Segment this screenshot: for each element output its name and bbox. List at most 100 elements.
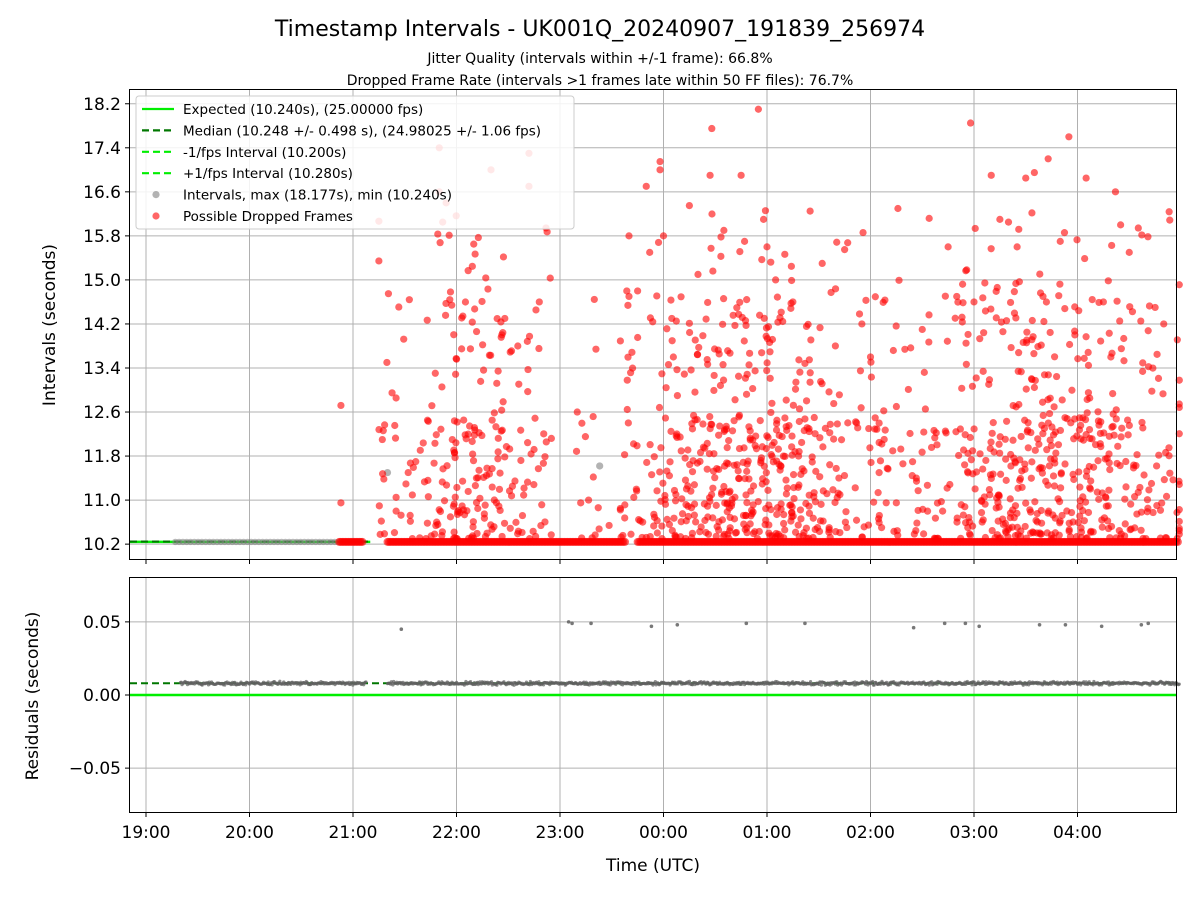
dropped-frame-point <box>1049 472 1058 480</box>
dropped-frame-point <box>383 358 391 367</box>
dropped-frame-point <box>423 316 431 324</box>
dropped-frame-point <box>468 318 476 326</box>
dropped-frame-point <box>807 336 815 344</box>
dropped-frame-point <box>796 506 805 514</box>
dropped-frame-point <box>1016 476 1024 484</box>
dropped-frame-point <box>1124 416 1132 424</box>
dropped-frame-point <box>1094 408 1102 416</box>
dropped-frame-point <box>971 224 979 233</box>
dropped-frame-point <box>803 424 811 432</box>
dropped-frame-point <box>892 402 900 411</box>
dropped-frame-point <box>707 244 715 252</box>
dropped-frame-point <box>1134 224 1142 232</box>
dropped-frame-point <box>980 493 988 501</box>
dropped-frame-point <box>453 483 461 492</box>
dropped-frame-point <box>851 484 859 492</box>
dropped-frame-point <box>438 528 447 536</box>
intervals-y-axis-label: Intervals (seconds) <box>40 244 60 406</box>
dropped-frame-point <box>979 465 987 473</box>
dropped-frame-point <box>715 431 723 439</box>
dropped-frame-point <box>899 460 907 468</box>
dropped-frame-point <box>630 493 638 501</box>
dropped-frame-point <box>953 292 961 301</box>
dropped-frame-point <box>762 469 770 477</box>
dropped-frame-point <box>959 511 967 519</box>
dropped-frame-point <box>665 472 674 480</box>
dropped-frame-point <box>404 468 412 477</box>
dropped-frame-point <box>764 323 773 331</box>
residual-outlier-point <box>570 621 574 626</box>
dropped-frame-point <box>595 525 603 533</box>
intervals-axes-frame <box>129 89 1177 560</box>
y-tick-label: 13.4 <box>83 359 121 379</box>
dropped-frame-point <box>1015 349 1023 357</box>
dropped-frame-point <box>471 482 479 490</box>
dropped-frame-point <box>1162 492 1171 500</box>
dropped-frame-point <box>966 531 974 539</box>
dropped-frame-point <box>740 444 748 452</box>
dropped-frame-point <box>1022 534 1030 542</box>
dropped-frame-point <box>620 451 629 459</box>
dropped-frame-point <box>1095 495 1103 503</box>
dropped-frame-point <box>1058 396 1066 404</box>
dropped-frame-point <box>474 474 482 482</box>
dropped-frame-point <box>524 439 532 447</box>
dropped-frame-point <box>768 399 776 407</box>
dropped-frame-point <box>723 443 731 452</box>
dropped-frame-point <box>735 413 743 421</box>
dropped-frame-point <box>781 414 789 422</box>
dropped-frame-point <box>500 519 509 527</box>
dropped-frame-point <box>758 349 766 357</box>
dropped-frame-point <box>690 481 698 489</box>
dropped-frame-point <box>1104 517 1112 525</box>
dropped-frame-point <box>766 374 774 382</box>
dropped-frame-point <box>714 526 723 534</box>
dropped-frame-point <box>1117 433 1125 441</box>
dropped-frame-point <box>377 517 385 525</box>
dropped-frame-point <box>470 240 478 248</box>
residual-outlier-point <box>911 625 916 630</box>
dropped-frame-point <box>979 516 987 524</box>
dropped-frame-point <box>428 402 436 410</box>
dropped-frame-point <box>890 527 898 535</box>
dropped-frame-point <box>819 443 827 451</box>
dropped-frame-point <box>789 471 798 479</box>
dropped-frame-point <box>416 446 424 454</box>
dropped-frame-point <box>985 376 994 384</box>
dropped-frame-point <box>977 508 986 517</box>
dropped-frame-point <box>520 491 528 499</box>
dropped-frame-point <box>993 283 1001 292</box>
dropped-frame-point <box>745 361 753 369</box>
dropped-frame-point <box>1175 477 1183 485</box>
dropped-frame-point <box>719 295 728 303</box>
dropped-frame-point <box>1069 518 1077 526</box>
dropped-frame-point <box>716 422 724 430</box>
dropped-frame-point <box>688 529 697 537</box>
dropped-frame-point <box>971 485 979 493</box>
dropped-frame-point <box>731 493 739 501</box>
dropped-frame-point <box>817 500 825 508</box>
dropped-frame-point <box>434 230 442 238</box>
dropped-frame-point <box>667 427 675 435</box>
dropped-frame-point <box>709 267 717 275</box>
dropped-frame-point <box>431 530 439 538</box>
dropped-frame-point <box>466 345 475 353</box>
dropped-frame-point <box>1027 375 1036 383</box>
dropped-frame-point <box>468 437 476 446</box>
dropped-frame-point <box>1085 425 1094 434</box>
dropped-frame-point <box>933 499 942 507</box>
dropped-frame-point <box>720 226 728 234</box>
dropped-frame-point <box>806 207 814 215</box>
dropped-frame-point <box>788 509 796 517</box>
dropped-frame-point <box>441 311 450 319</box>
dropped-frame-point <box>1160 320 1168 328</box>
dropped-frame-point <box>532 532 540 540</box>
dropped-frame-point <box>694 270 702 279</box>
dropped-frame-point <box>1047 442 1056 450</box>
dropped-frame-point <box>1030 168 1038 177</box>
dropped-frame-point <box>715 465 723 474</box>
dropped-frame-point <box>1137 526 1145 534</box>
dropped-frame-point <box>877 524 886 532</box>
dropped-frame-point <box>764 486 772 494</box>
dropped-frame-point <box>837 436 846 444</box>
